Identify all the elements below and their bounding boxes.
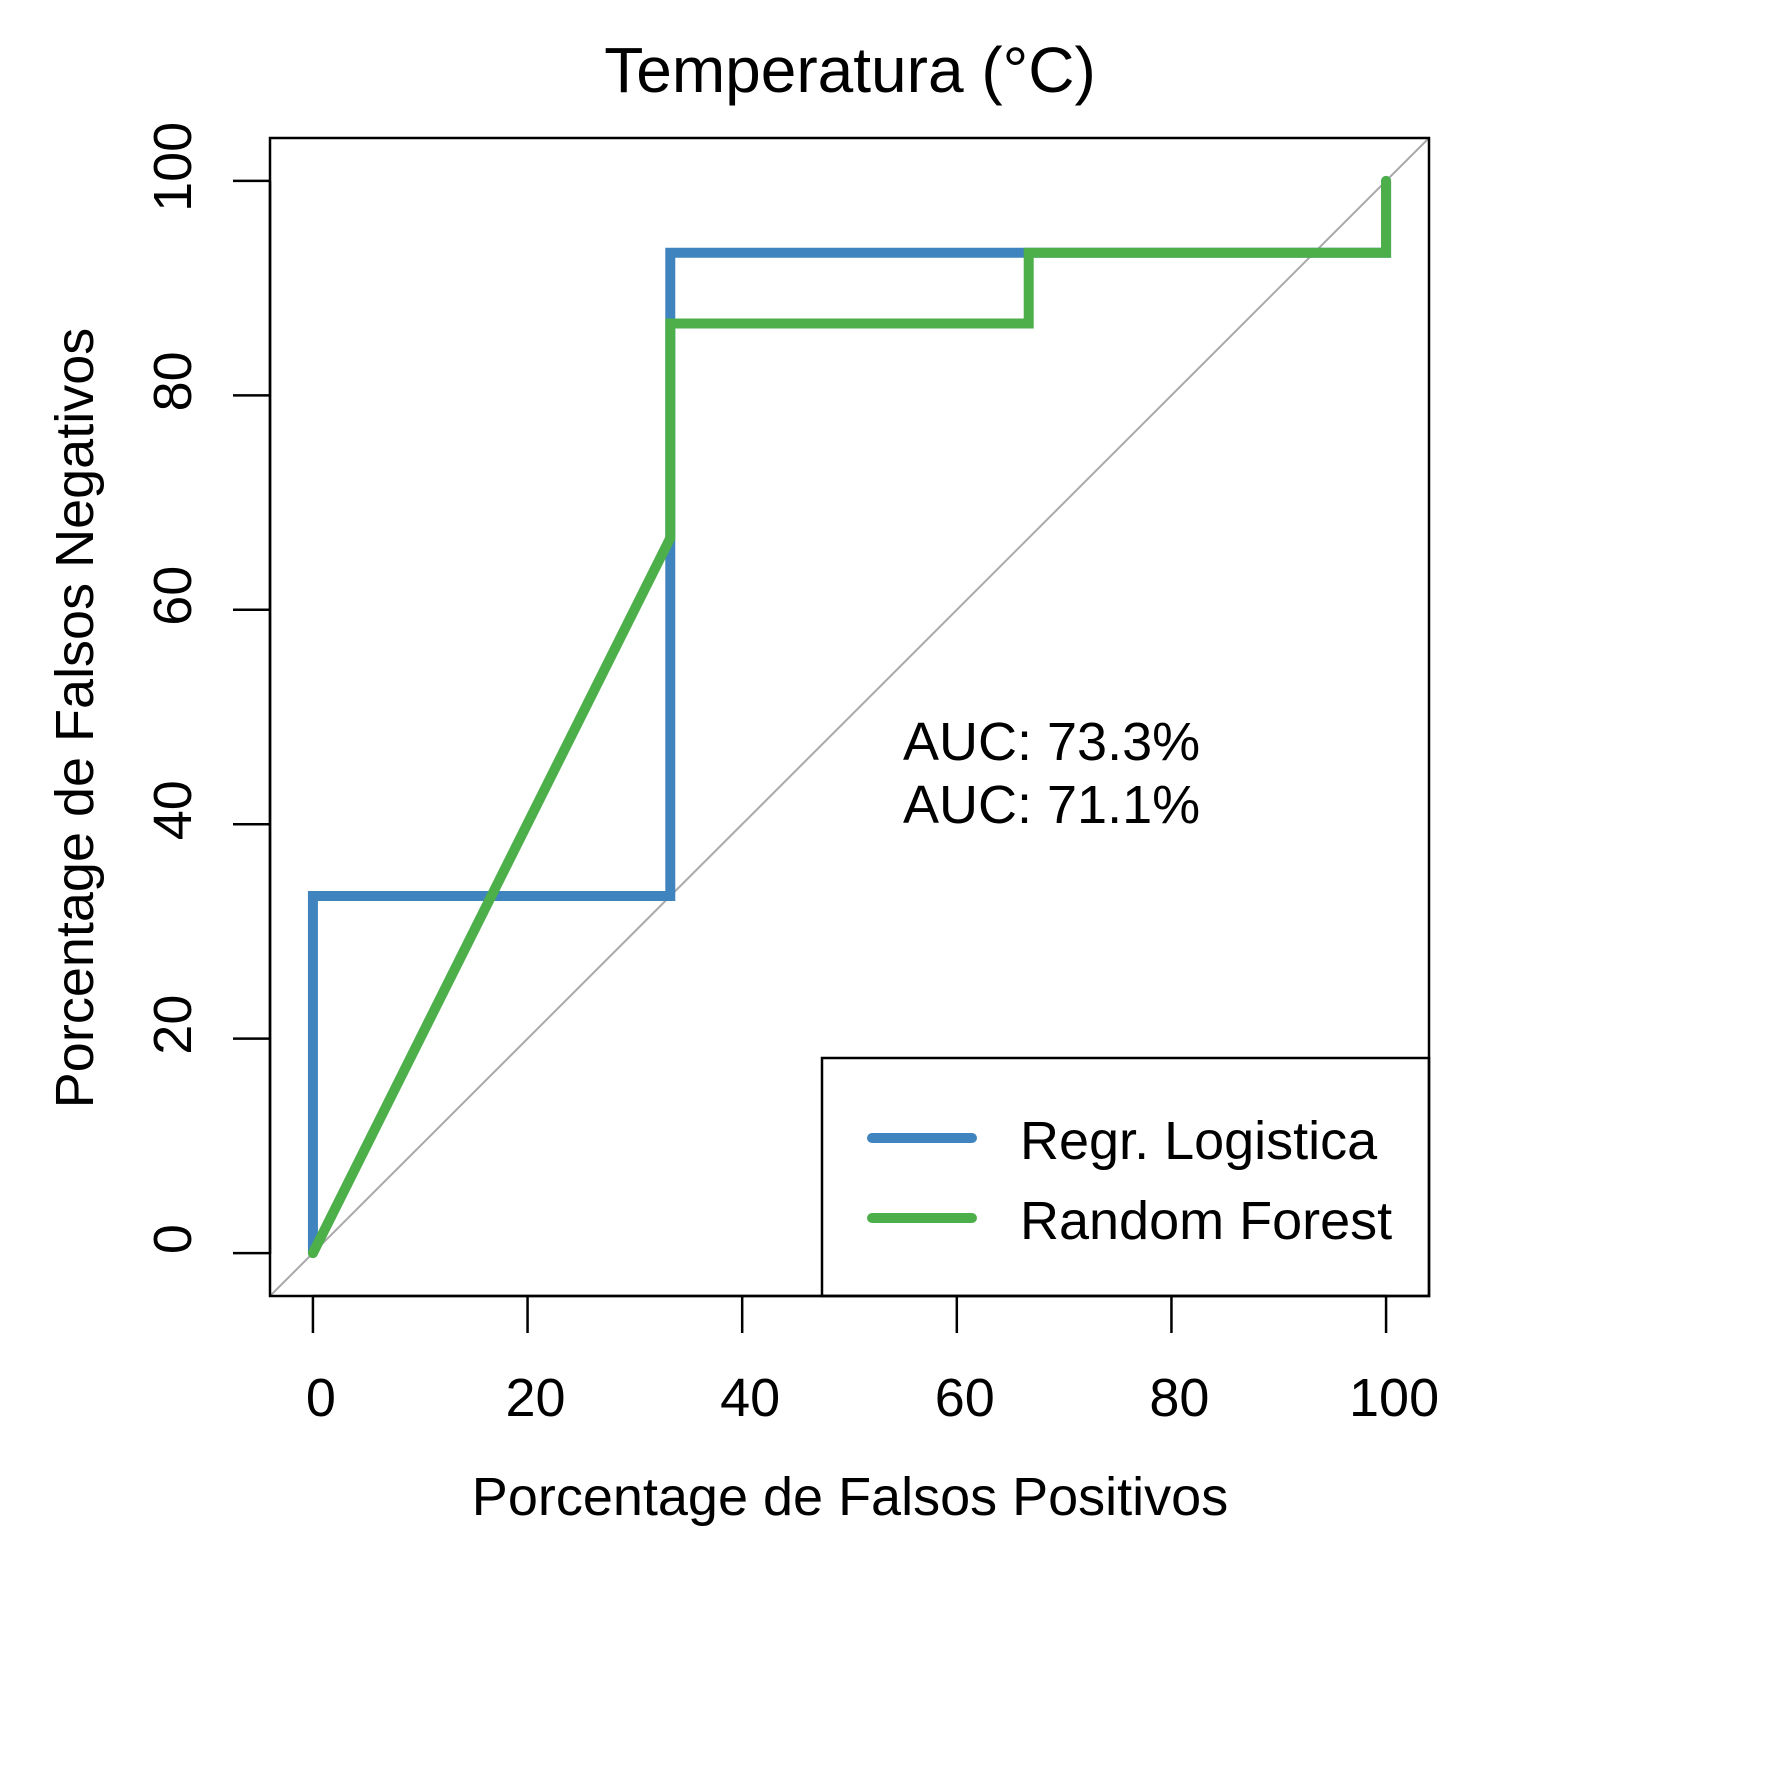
legend-box bbox=[820, 1056, 1431, 1298]
y-axis-label: Porcentage de Falsos Negativos bbox=[45, 328, 105, 1108]
x-tick-label: 40 bbox=[720, 1368, 780, 1428]
series-line-random-forest bbox=[307, 175, 1392, 1259]
auc-annotations: AUC: 73.3% AUC: 71.1% bbox=[903, 712, 1200, 835]
plot-area: Regr. Logistica Random Forest bbox=[268, 136, 1431, 1298]
y-tick-label: 20 bbox=[143, 995, 203, 1055]
reference-diagonal bbox=[269, 137, 1430, 1297]
x-tick-label: 100 bbox=[1349, 1368, 1439, 1428]
legend: Regr. Logistica Random Forest bbox=[820, 1056, 1431, 1298]
legend-label-regr-logistica: Regr. Logistica bbox=[1020, 1111, 1378, 1171]
series-layer bbox=[307, 175, 1392, 1259]
x-tick-label: 60 bbox=[935, 1368, 995, 1428]
chart-title: Temperatura (°C) bbox=[604, 34, 1096, 106]
legend-label-random-forest: Random Forest bbox=[1020, 1191, 1392, 1251]
y-tick-label: 0 bbox=[143, 1224, 203, 1254]
y-tick-label: 100 bbox=[143, 122, 203, 212]
auc-regr-logistica: AUC: 73.3% bbox=[903, 712, 1200, 772]
x-axis-label: Porcentage de Falsos Positivos bbox=[472, 1467, 1228, 1527]
x-tick-label: 20 bbox=[506, 1368, 566, 1428]
y-tick-label: 60 bbox=[143, 566, 203, 626]
x-axis: 0 20 40 60 80 100 bbox=[306, 1294, 1439, 1428]
x-tick-label: 80 bbox=[1149, 1368, 1209, 1428]
y-tick-label: 80 bbox=[143, 351, 203, 411]
y-axis: 0 20 40 60 80 100 bbox=[143, 122, 272, 1255]
auc-random-forest: AUC: 71.1% bbox=[903, 775, 1200, 835]
y-tick-label: 40 bbox=[143, 780, 203, 840]
x-tick-label: 0 bbox=[306, 1368, 336, 1428]
